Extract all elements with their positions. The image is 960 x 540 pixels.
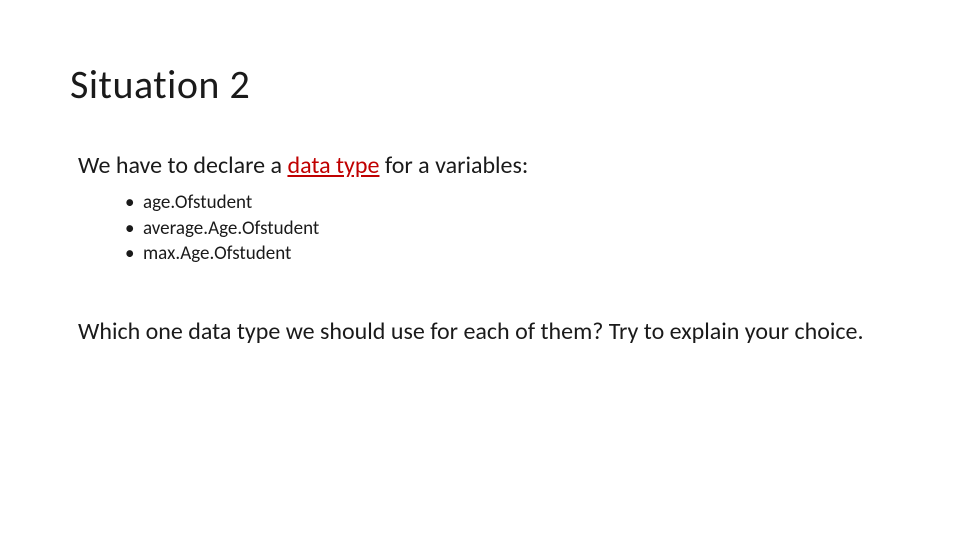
- intro-suffix: for a variables:: [379, 151, 528, 180]
- variable-list: age.Ofstudent average.Age.Ofstudent max.…: [125, 190, 890, 267]
- list-item: max.Age.Ofstudent: [125, 241, 890, 267]
- list-item: age.Ofstudent: [125, 190, 890, 216]
- intro-prefix: We have to declare a: [78, 151, 287, 180]
- slide-title: Situation 2: [70, 60, 890, 109]
- intro-text: We have to declare a data type for a var…: [78, 151, 890, 180]
- question-text: Which one data type we should use for ea…: [78, 317, 890, 347]
- list-item: average.Age.Ofstudent: [125, 216, 890, 242]
- intro-emphasis: data type: [287, 151, 379, 180]
